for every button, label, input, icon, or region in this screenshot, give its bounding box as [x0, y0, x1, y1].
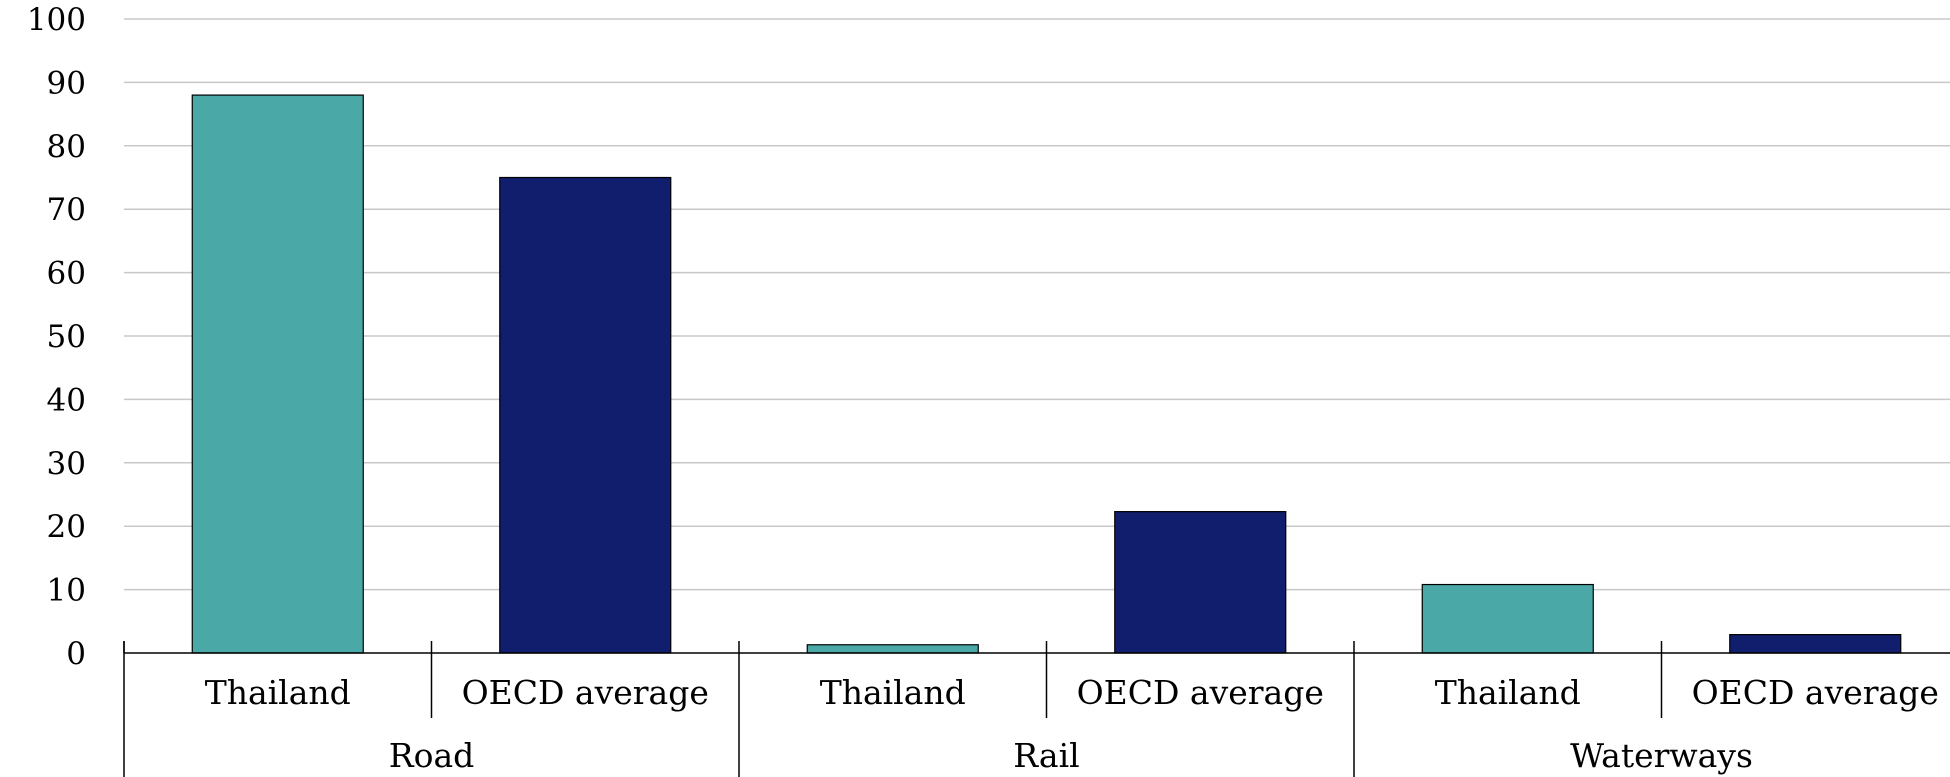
bar-rail-oecd-average	[1114, 511, 1287, 654]
group-label: Road	[389, 736, 475, 775]
category-label: OECD average	[1692, 673, 1939, 712]
y-tick-label: 40	[47, 382, 86, 418]
category-label: Thailand	[820, 673, 966, 712]
category-label: Thailand	[205, 673, 351, 712]
y-tick-label: 80	[47, 129, 86, 165]
y-tick-label: 20	[47, 509, 86, 545]
bars	[191, 94, 1902, 654]
group-label: Rail	[1013, 736, 1079, 775]
category-label: OECD average	[462, 673, 709, 712]
bar-road-thailand	[191, 94, 364, 654]
y-tick-label: 0	[66, 636, 86, 672]
bar-waterways-thailand	[1421, 583, 1594, 654]
category-label: OECD average	[1077, 673, 1324, 712]
category-label: Thailand	[1435, 673, 1581, 712]
x-axis	[123, 641, 1950, 777]
y-tick-label: 10	[47, 573, 86, 609]
group-label: Waterways	[1570, 736, 1753, 775]
y-tick-label: 50	[47, 319, 86, 355]
x-axis-labels: Thailand OECD average Road Thailand OECD ave…	[205, 673, 1939, 775]
bar-waterways-oecd-average	[1729, 634, 1902, 654]
y-tick-label: 60	[47, 256, 86, 292]
y-axis-tick-labels: 0 10 20 30 40 50 60 70 80 90 100	[27, 2, 86, 672]
y-tick-label: 90	[47, 65, 86, 101]
gridlines	[124, 18, 1950, 591]
y-tick-label: 100	[27, 2, 86, 38]
bar-rail-thailand	[806, 644, 979, 654]
y-tick-label: 30	[47, 446, 86, 482]
y-tick-label: 70	[47, 192, 86, 228]
bar-road-oecd-average	[499, 176, 672, 654]
